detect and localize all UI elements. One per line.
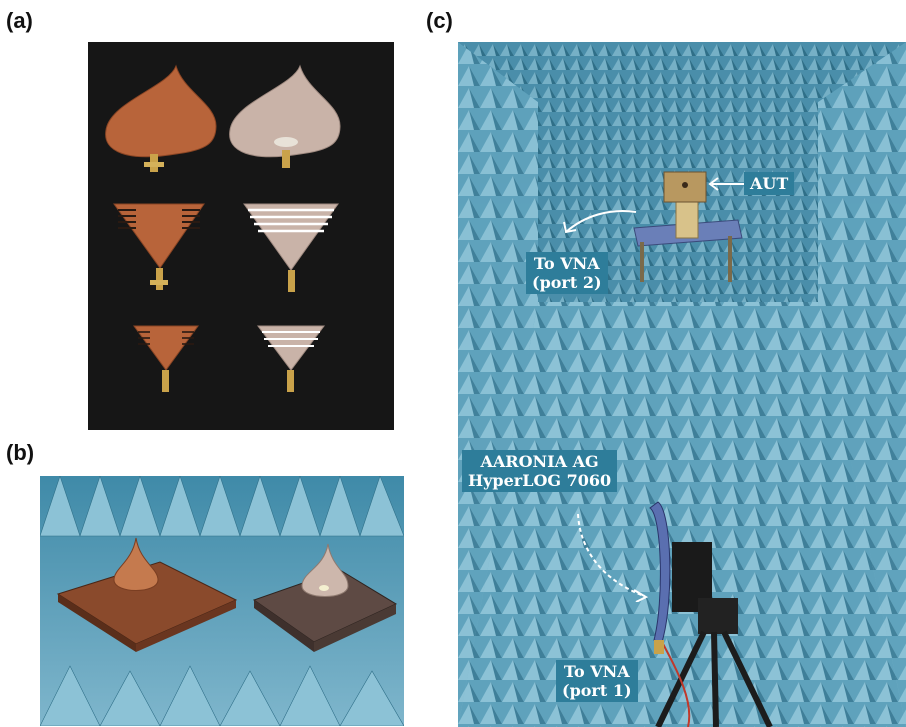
- to-vna-port2-line2: (port 2): [532, 273, 602, 292]
- to-vna-port2-line1: To VNA: [533, 254, 600, 273]
- teardrop-antenna-back: [229, 64, 341, 158]
- anechoic-chamber-image: [458, 42, 906, 727]
- teardrop-antenna-front: [105, 64, 217, 158]
- hyperlog-arrow-icon: [577, 513, 649, 602]
- panel-a-letter: (a): [6, 8, 33, 33]
- hyperlog-antenna: [649, 501, 773, 727]
- slotted-triangle-antenna-front: [113, 203, 205, 290]
- small-triangle-antenna-back: [257, 325, 325, 392]
- panel-c-photo: [458, 42, 906, 727]
- to-vna-port1-line2: (port 1): [562, 681, 632, 700]
- port2-cable-arrow-icon: [563, 210, 637, 234]
- panel-b-photo: [40, 476, 404, 726]
- aut-table: [633, 171, 743, 282]
- antenna-prototypes-image: [88, 42, 394, 430]
- panel-a-photo: [88, 42, 394, 430]
- aut-label: AUT: [744, 172, 795, 195]
- to-vna-port1-label: To VNA (port 1): [556, 660, 638, 702]
- to-vna-port2-label: To VNA (port 2): [526, 252, 608, 294]
- hyperlog-label: AARONIA AG HyperLOG 7060: [462, 450, 618, 492]
- teardrop-on-ground-right: [301, 543, 349, 597]
- hyperlog-line1: AARONIA AG: [480, 452, 599, 471]
- small-triangle-antenna-front: [133, 325, 199, 392]
- ground-plane-antennas-image: [40, 476, 404, 726]
- slotted-triangle-antenna-back: [243, 203, 339, 292]
- to-vna-port1-line1: To VNA: [563, 662, 630, 681]
- aut-arrow-icon: [708, 177, 744, 191]
- hyperlog-line2: HyperLOG 7060: [468, 471, 612, 490]
- panel-b-letter: (b): [6, 440, 35, 465]
- panel-c-letter: (c): [426, 8, 453, 33]
- teardrop-on-ground-left: [113, 537, 159, 591]
